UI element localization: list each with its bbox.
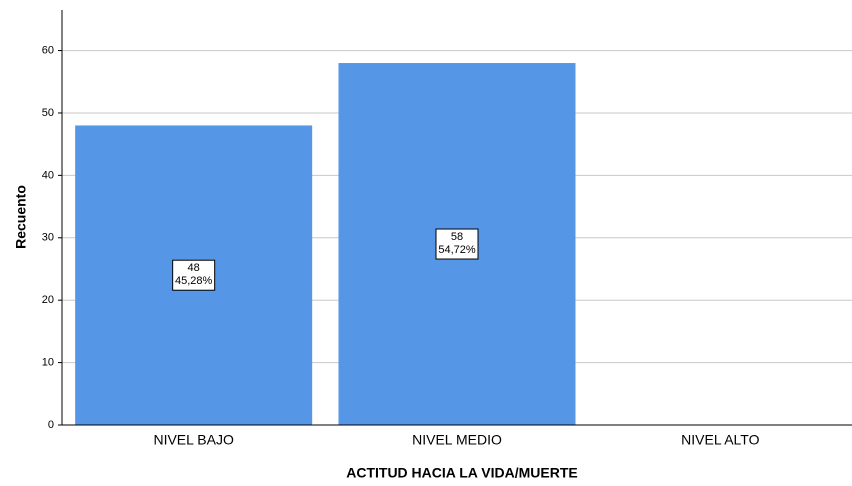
x-tick-label: NIVEL BAJO — [153, 432, 234, 448]
data-label: 58 — [451, 231, 463, 243]
y-tick-label: 10 — [42, 357, 54, 369]
data-label: 48 — [188, 262, 200, 274]
x-tick-label: NIVEL MEDIO — [412, 432, 502, 448]
data-label-box — [435, 228, 479, 260]
percent-label: 54,72% — [438, 244, 476, 256]
x-tick-label: NIVEL ALTO — [681, 432, 759, 448]
data-label-box — [172, 259, 216, 291]
y-tick-label: 30 — [42, 232, 54, 244]
y-tick-label: 0 — [48, 419, 54, 431]
y-tick-label: 20 — [42, 294, 54, 306]
y-tick-label: 50 — [42, 107, 54, 119]
y-tick-label: 40 — [42, 169, 54, 181]
x-axis-label: ACTITUD HACIA LA VIDA/MUERTE — [346, 465, 578, 481]
y-axis-label: Recuento — [13, 185, 29, 249]
y-tick-label: 60 — [42, 44, 54, 56]
percent-label: 45,28% — [175, 275, 213, 287]
